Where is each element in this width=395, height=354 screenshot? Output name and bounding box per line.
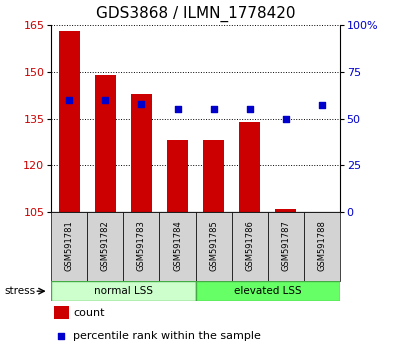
FancyBboxPatch shape xyxy=(160,212,196,281)
Bar xyxy=(131,93,152,212)
Point xyxy=(211,106,217,112)
Title: GDS3868 / ILMN_1778420: GDS3868 / ILMN_1778420 xyxy=(96,6,295,22)
Text: elevated LSS: elevated LSS xyxy=(234,286,301,296)
Text: GSM591788: GSM591788 xyxy=(317,220,326,271)
Text: GSM591781: GSM591781 xyxy=(65,220,74,271)
FancyBboxPatch shape xyxy=(267,212,304,281)
Bar xyxy=(167,141,188,212)
Text: GSM591783: GSM591783 xyxy=(137,220,146,271)
Point xyxy=(174,106,181,112)
FancyBboxPatch shape xyxy=(196,281,340,301)
Point xyxy=(246,106,253,112)
Bar xyxy=(275,209,296,212)
Text: GSM591784: GSM591784 xyxy=(173,220,182,271)
FancyBboxPatch shape xyxy=(87,212,123,281)
Bar xyxy=(239,122,260,212)
Bar xyxy=(54,306,69,319)
Text: stress: stress xyxy=(4,286,35,296)
Bar xyxy=(95,75,116,212)
Point xyxy=(282,116,289,121)
Point xyxy=(138,101,145,107)
FancyBboxPatch shape xyxy=(304,212,340,281)
Point xyxy=(66,97,73,103)
Text: GSM591785: GSM591785 xyxy=(209,220,218,271)
Text: normal LSS: normal LSS xyxy=(94,286,153,296)
FancyBboxPatch shape xyxy=(231,212,267,281)
Point xyxy=(318,103,325,108)
Text: GSM591786: GSM591786 xyxy=(245,220,254,271)
Text: percentile rank within the sample: percentile rank within the sample xyxy=(73,331,261,341)
Point xyxy=(102,97,109,103)
Text: GSM591782: GSM591782 xyxy=(101,220,110,271)
Text: GSM591787: GSM591787 xyxy=(281,220,290,271)
FancyBboxPatch shape xyxy=(196,212,231,281)
Point xyxy=(58,333,65,338)
FancyBboxPatch shape xyxy=(51,281,196,301)
FancyBboxPatch shape xyxy=(123,212,160,281)
Bar xyxy=(58,31,80,212)
Text: count: count xyxy=(73,308,104,318)
FancyBboxPatch shape xyxy=(51,212,87,281)
Bar xyxy=(203,141,224,212)
